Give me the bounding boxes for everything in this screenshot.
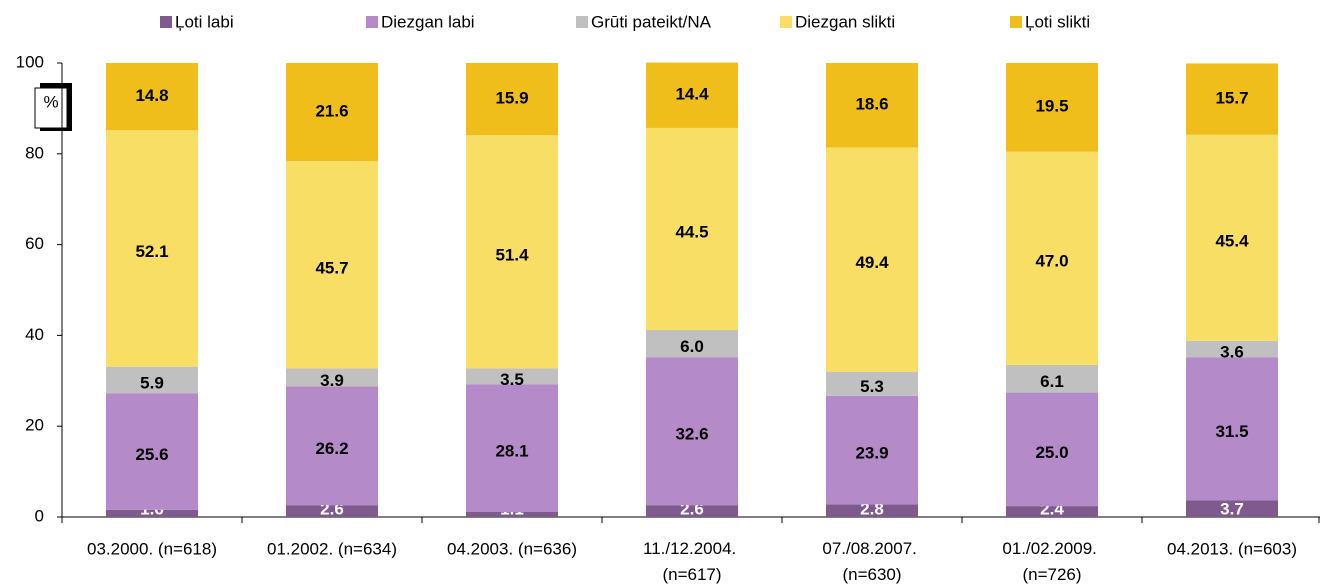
legend-label: Diezgan slikti <box>795 12 895 31</box>
bar-segment <box>466 384 558 513</box>
data-label: 45.4 <box>1215 231 1249 250</box>
bar-segment <box>106 509 198 517</box>
bar-segment <box>646 329 738 358</box>
data-label: 49.4 <box>855 253 889 272</box>
legend-swatch <box>366 16 378 28</box>
bar-segment <box>106 130 198 367</box>
y-tick-label: 20 <box>25 416 44 435</box>
bar-segment <box>1186 357 1278 501</box>
bar-segment <box>466 135 558 369</box>
x-tick-label: 01.2002. (n=634) <box>267 539 397 558</box>
bar-segment <box>286 505 378 517</box>
bar-segment <box>1006 63 1098 152</box>
data-label: 21.6 <box>315 102 348 121</box>
data-label: 19.5 <box>1035 97 1068 116</box>
data-label: 18.6 <box>855 95 888 114</box>
bar-segment <box>826 63 918 148</box>
x-tick-label: 04.2013. (n=603) <box>1167 539 1297 558</box>
x-tick-label: 01./02.2009. (n=726) <box>1002 539 1101 584</box>
bar-segment <box>826 504 918 517</box>
bar-segment <box>826 147 918 372</box>
x-tick-label: 11./12.2004. (n=617) <box>643 539 741 584</box>
data-label: 47.0 <box>1035 252 1068 271</box>
legend-swatch <box>1010 16 1022 28</box>
data-label: 3.6 <box>1220 343 1244 362</box>
bar-segment <box>646 62 738 128</box>
y-unit: % <box>43 92 58 111</box>
legend-label: Ļoti slikti <box>1025 12 1090 31</box>
legend-swatch <box>780 16 792 28</box>
legend-swatch <box>160 16 172 28</box>
data-label: 51.4 <box>495 245 529 264</box>
bar-segment <box>466 368 558 385</box>
data-label: 26.2 <box>315 439 348 458</box>
data-label: 15.9 <box>495 89 528 108</box>
data-label: 14.8 <box>135 86 168 105</box>
data-label: 52.1 <box>135 242 168 261</box>
x-tick-label: 07./08.2007. (n=630) <box>822 539 921 584</box>
data-label: 5.3 <box>860 377 884 396</box>
bar-segment <box>1006 151 1098 365</box>
data-label: 32.6 <box>675 425 708 444</box>
legend-label: Grūti pateikt/NA <box>591 12 712 31</box>
bar-segment <box>1006 364 1098 393</box>
data-label: 45.7 <box>315 258 348 277</box>
data-label: 5.9 <box>140 374 164 393</box>
data-label: 31.5 <box>1215 422 1248 441</box>
data-label: 23.9 <box>855 444 888 463</box>
bar-segment <box>106 366 198 394</box>
y-tick-label: 0 <box>35 506 44 525</box>
bar-segment <box>466 63 558 136</box>
bar-segment <box>466 512 558 517</box>
bar-segment <box>1186 63 1278 135</box>
bar-segment <box>1186 134 1278 341</box>
bar-segment <box>826 395 918 505</box>
data-label: 25.6 <box>135 445 168 464</box>
data-label: 3.5 <box>500 370 524 389</box>
bar-segment <box>826 371 918 396</box>
bar-segment <box>286 368 378 387</box>
bar-segment <box>646 127 738 330</box>
data-label: 44.5 <box>675 222 708 241</box>
bar-segment <box>646 505 738 517</box>
data-label: 6.0 <box>680 337 704 356</box>
bar-segment <box>1186 500 1278 517</box>
y-tick-label: 40 <box>25 325 44 344</box>
y-tick-label: 60 <box>25 234 44 253</box>
data-label: 3.7 <box>1220 499 1244 518</box>
bar-segment <box>646 357 738 506</box>
bar-segment <box>1186 340 1278 358</box>
x-tick-label: 03.2000. (n=618) <box>87 539 217 558</box>
bar-segment <box>1006 392 1098 507</box>
data-label: 6.1 <box>1040 372 1064 391</box>
x-tick-label: 04.2003. (n=636) <box>447 539 577 558</box>
data-label: 14.4 <box>675 85 709 104</box>
data-label: 25.0 <box>1035 443 1068 462</box>
y-tick-label: 100 <box>16 52 44 71</box>
data-label: 15.7 <box>1215 89 1248 108</box>
legend-label: Ļoti labi <box>175 12 234 31</box>
legend-swatch <box>576 16 588 28</box>
bar-segment <box>286 386 378 506</box>
data-label: 28.1 <box>495 442 528 461</box>
data-label: 3.9 <box>320 371 344 390</box>
bar-segment <box>106 393 198 510</box>
bar-segment <box>106 63 198 131</box>
bar-segment <box>1006 506 1098 517</box>
y-tick-label: 80 <box>25 143 44 162</box>
bar-segment <box>286 63 378 162</box>
bar-segment <box>286 161 378 369</box>
legend-label: Diezgan labi <box>381 12 475 31</box>
